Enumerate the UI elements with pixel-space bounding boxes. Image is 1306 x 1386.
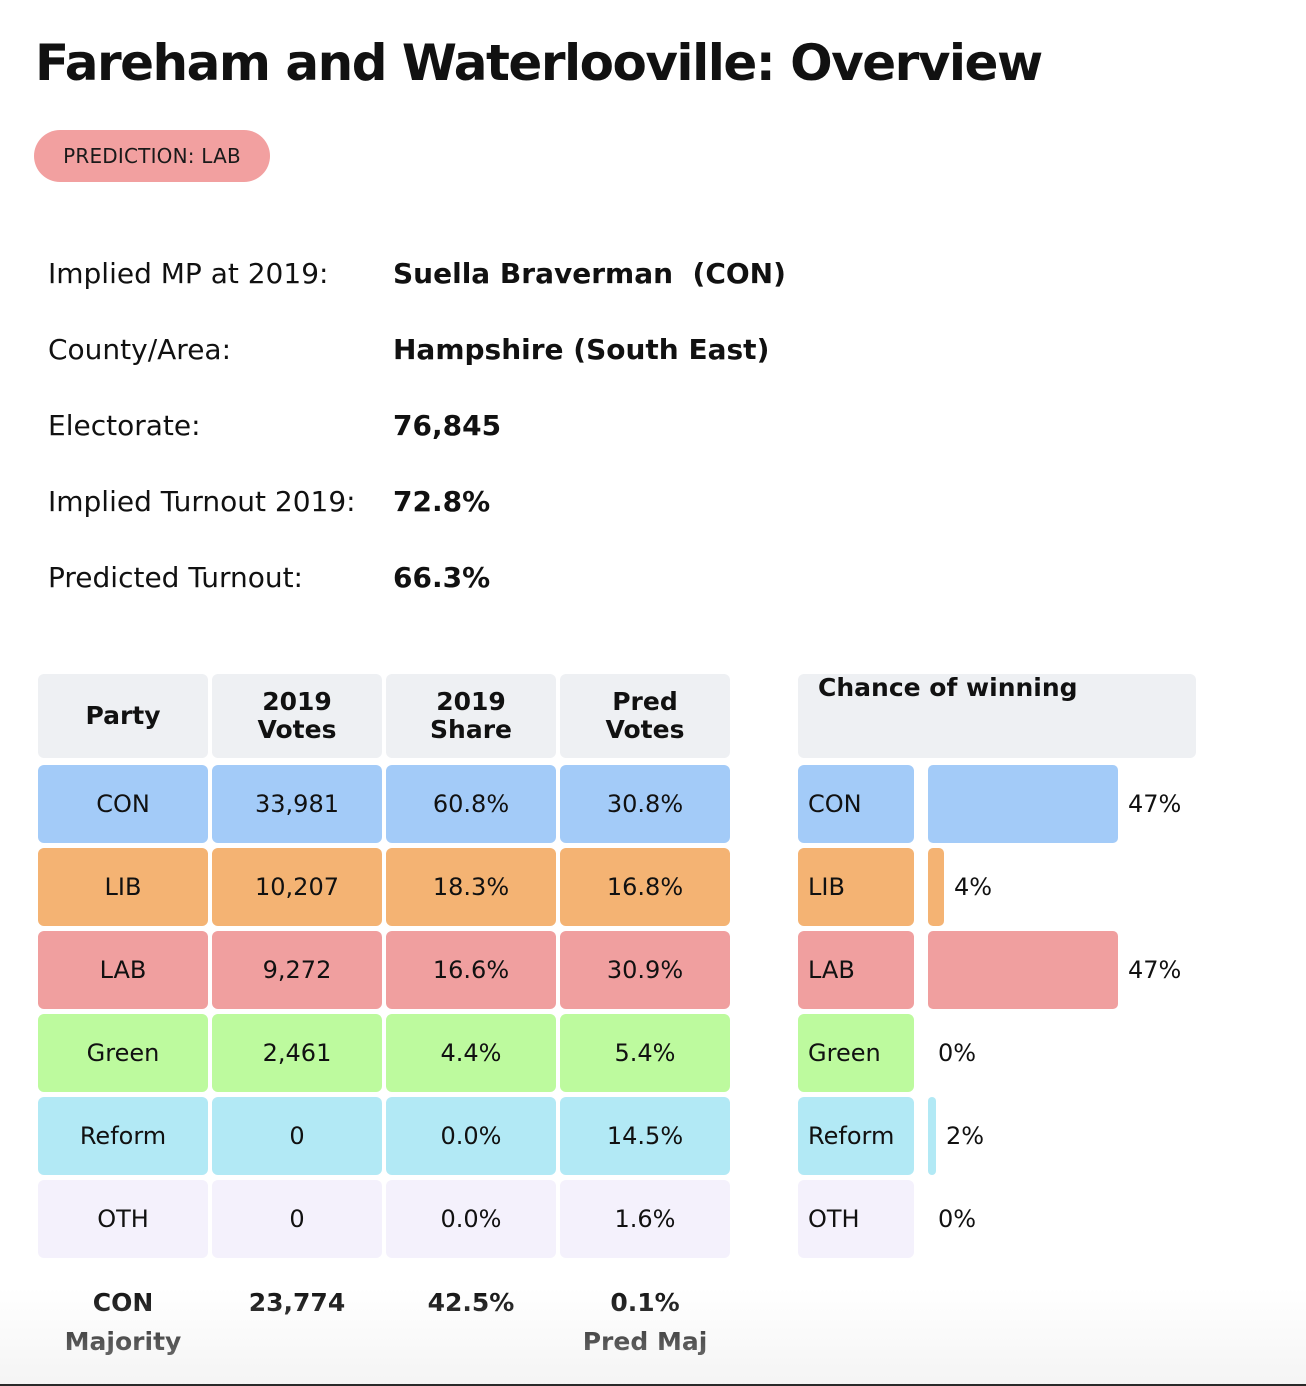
info-value: Hampshire (South East) xyxy=(393,333,770,366)
info-value: 66.3% xyxy=(393,561,491,594)
share-2019-cell: 4.4% xyxy=(386,1014,556,1092)
header-line: Pred xyxy=(612,687,678,716)
chance-percent: 0% xyxy=(938,1039,977,1067)
chance-bar xyxy=(928,765,1118,843)
chance-party-label: LIB xyxy=(798,848,914,926)
share-2019-cell: 0.0% xyxy=(386,1097,556,1175)
votes-2019-cell: 10,207 xyxy=(212,848,382,926)
chance-percent: 47% xyxy=(1128,956,1182,984)
chance-party-label: CON xyxy=(798,765,914,843)
party-cell: CON xyxy=(38,765,208,843)
info-label: Electorate: xyxy=(48,409,201,442)
chance-party-label: LAB xyxy=(798,931,914,1009)
share-2019-cell: 60.8% xyxy=(386,765,556,843)
party-cell: Reform xyxy=(38,1097,208,1175)
majority-votes: 23,774 xyxy=(248,1288,346,1317)
info-label: County/Area: xyxy=(48,333,232,366)
info-value: Suella Braverman (CON) xyxy=(393,257,786,290)
header-line: Votes xyxy=(605,715,685,744)
chance-bar xyxy=(928,1097,936,1175)
votes-2019-cell: 2,461 xyxy=(212,1014,382,1092)
header-line: 2019 xyxy=(262,687,332,716)
info-label: Implied MP at 2019: xyxy=(48,257,329,290)
pred-majority-cell: 0.1% Pred Maj xyxy=(560,1283,730,1361)
pred-votes-cell: 30.8% xyxy=(560,765,730,843)
header-2019-share: 2019 Share xyxy=(386,674,556,758)
chance-header: Chance of winning xyxy=(798,674,1196,758)
chance-party-label: Green xyxy=(798,1014,914,1092)
share-2019-cell: 0.0% xyxy=(386,1180,556,1258)
header-2019-votes: 2019 Votes xyxy=(212,674,382,758)
chance-bar xyxy=(928,848,944,926)
chance-party-label: Reform xyxy=(798,1097,914,1175)
pred-votes-cell: 1.6% xyxy=(560,1180,730,1258)
party-cell: Green xyxy=(38,1014,208,1092)
info-label: Implied Turnout 2019: xyxy=(48,485,356,518)
chance-percent: 2% xyxy=(946,1122,985,1150)
chance-party-label: OTH xyxy=(798,1180,914,1258)
header-pred-votes: Pred Votes xyxy=(560,674,730,758)
majority-party-cell: CON Majority xyxy=(38,1283,208,1361)
chance-percent: 4% xyxy=(954,873,993,901)
party-cell: LIB xyxy=(38,848,208,926)
pred-votes-cell: 14.5% xyxy=(560,1097,730,1175)
share-2019-cell: 18.3% xyxy=(386,848,556,926)
header-line: Share xyxy=(430,715,512,744)
votes-2019-cell: 0 xyxy=(212,1180,382,1258)
header-line: 2019 xyxy=(436,687,506,716)
info-value: 72.8% xyxy=(393,485,491,518)
bottom-border xyxy=(0,1384,1306,1386)
pred-votes-cell: 30.9% xyxy=(560,931,730,1009)
pred-votes-cell: 5.4% xyxy=(560,1014,730,1092)
header-party: Party xyxy=(38,674,208,758)
chance-percent: 0% xyxy=(938,1205,977,1233)
votes-2019-cell: 0 xyxy=(212,1097,382,1175)
party-cell: LAB xyxy=(38,931,208,1009)
header-line: Votes xyxy=(257,715,337,744)
info-value: 76,845 xyxy=(393,409,502,442)
pred-majority: 0.1% xyxy=(610,1288,680,1317)
page-title: Fareham and Waterlooville: Overview xyxy=(35,34,1043,92)
share-2019-cell: 16.6% xyxy=(386,931,556,1009)
prediction-badge: PREDICTION: LAB xyxy=(34,130,270,182)
majority-share: 42.5% xyxy=(427,1288,515,1317)
party-cell: OTH xyxy=(38,1180,208,1258)
chance-bar xyxy=(928,931,1118,1009)
pred-votes-cell: 16.8% xyxy=(560,848,730,926)
info-label: Predicted Turnout: xyxy=(48,561,303,594)
votes-2019-cell: 9,272 xyxy=(212,931,382,1009)
chance-percent: 47% xyxy=(1128,790,1182,818)
pred-majority-label: Pred Maj xyxy=(582,1327,708,1356)
majority-party: CON xyxy=(92,1288,154,1317)
majority-label: Majority xyxy=(64,1327,182,1356)
votes-2019-cell: 33,981 xyxy=(212,765,382,843)
